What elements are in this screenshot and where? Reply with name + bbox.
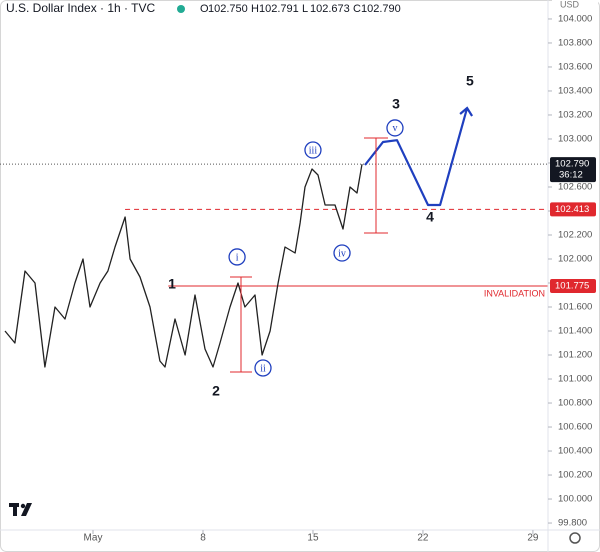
ohlc-key: O [200, 3, 209, 15]
wave-label: iv [338, 248, 346, 259]
y-tick-label: 99.800 [558, 518, 587, 529]
x-tick-label: 8 [200, 533, 206, 544]
last-price-tag [550, 157, 596, 183]
wave-label: 3 [392, 96, 400, 112]
wave-label: 2 [212, 383, 220, 399]
y-tick-label: 100.800 [558, 398, 592, 409]
wave-label: 1 [168, 276, 176, 292]
wave-circle [304, 141, 322, 159]
wave-label: ii [260, 363, 266, 374]
x-tick-label: 15 [307, 533, 319, 544]
plot-area [0, 106, 548, 368]
level-tag-label: 102.413 [555, 204, 589, 215]
y-tick-label: 101.200 [558, 350, 592, 361]
settings-icon[interactable] [569, 532, 581, 544]
projection-line [364, 107, 469, 207]
wave-circle [386, 119, 404, 137]
last-price-label: 102.790 [555, 159, 589, 170]
y-tick-label: 103.000 [558, 133, 592, 144]
ohlc-value: 102.750 [208, 3, 248, 15]
status-dot [177, 5, 185, 13]
y-tick-label: 101.000 [558, 374, 592, 385]
wave-circle [254, 359, 272, 377]
y-tick-label: 103.200 [558, 109, 592, 120]
ohlc-key: C [353, 3, 361, 15]
header: U.S. Dollar Index · 1h · TVC O 102.750 H 10… [6, 1, 401, 15]
y-tick-label: 102.200 [558, 230, 592, 241]
y-tick-label: 102.000 [558, 254, 592, 265]
projection-arrow [459, 106, 474, 117]
y-tick-label: 102.600 [558, 182, 592, 193]
level-tag-label: 101.775 [555, 281, 589, 292]
measure-tools [230, 137, 388, 373]
y-tick-label: 101.600 [558, 302, 592, 313]
y-tick-label: 100.400 [558, 446, 592, 457]
ohlc-value: 102.790 [361, 3, 401, 15]
wave-label: iii [309, 145, 318, 156]
ohlc-value: 102.791 [259, 3, 299, 15]
y-tick-label: 103.600 [558, 61, 592, 72]
price-line [4, 164, 363, 368]
wave-circle [333, 244, 351, 262]
wave-label: i [236, 252, 239, 263]
y-tick-label: 104.000 [558, 13, 592, 24]
y-tick-label: 103.800 [558, 37, 592, 48]
x-tick-label: May [84, 533, 103, 544]
level-tag [550, 279, 596, 294]
ohlc-key: L [302, 3, 308, 15]
wave-label: 5 [466, 73, 474, 89]
x-tick-label: 22 [417, 533, 429, 544]
logo [9, 503, 32, 516]
ohlc-value: 102.673 [310, 3, 350, 15]
x-tick-label: 29 [527, 533, 539, 544]
y-tick-label: 101.400 [558, 326, 592, 337]
countdown-label: 36:12 [559, 170, 583, 181]
y-tick-label: 103.400 [558, 85, 592, 96]
level-tag [550, 202, 596, 217]
currency-label: USD [560, 0, 580, 9]
wave-circle [228, 248, 246, 266]
level-name: INVALIDATION [484, 288, 545, 298]
symbol-title: U.S. Dollar Index · 1h · TVC [6, 1, 155, 15]
ohlc-key: H [251, 3, 259, 15]
y-tick-label: 100.000 [558, 494, 592, 505]
y-tick-label: 100.600 [558, 422, 592, 433]
wave-label: v [392, 123, 397, 134]
y-tick-label: 100.200 [558, 470, 592, 481]
currency-badge [552, 0, 598, 11]
wave-label: 4 [426, 209, 434, 225]
